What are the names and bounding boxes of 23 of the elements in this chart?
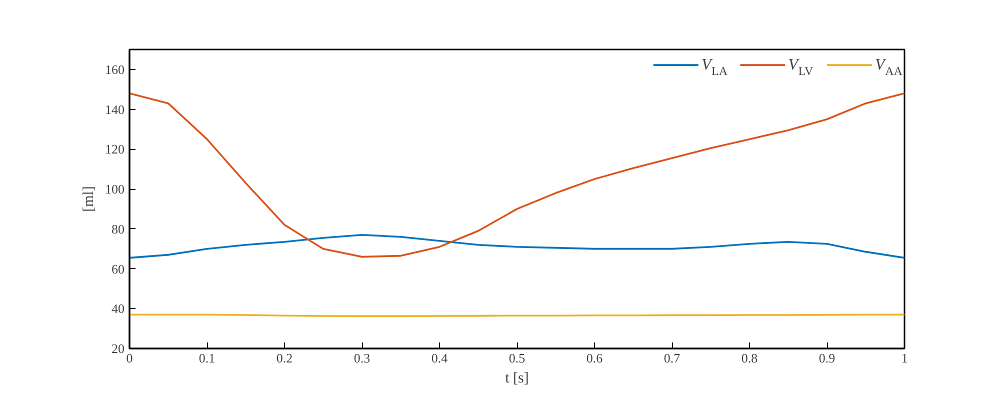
x-tick-label: 0 (126, 350, 133, 366)
y-tick-label: 20 (112, 341, 124, 356)
x-tick-label: 0.3 (354, 350, 370, 366)
y-tick-label: 160 (105, 62, 124, 77)
y-tick-label: 100 (105, 182, 124, 197)
x-tick-label: 0.5 (508, 350, 526, 366)
y-tick-label: 40 (112, 301, 124, 316)
x-tick-label: 0.2 (276, 350, 293, 366)
y-tick-label: 60 (112, 261, 124, 276)
y-axis-title: [ml] (81, 186, 97, 212)
line-series (130, 92, 904, 258)
y-tick-label: 80 (112, 221, 124, 236)
x-tick-label: 0.8 (741, 350, 758, 366)
x-tick-label: 0.4 (431, 350, 448, 366)
x-axis-title: t [s] (505, 370, 529, 386)
x-tick-label: 0.7 (664, 350, 681, 366)
x-tick-label: 0.6 (586, 350, 604, 366)
x-tick-label: 0.1 (198, 350, 216, 366)
y-tick-label: 120 (105, 142, 124, 157)
x-tick-label: 0.9 (818, 350, 836, 366)
x-tick-label: 1 (901, 350, 908, 366)
line-series (130, 234, 904, 259)
y-tick-label: 140 (105, 102, 124, 117)
